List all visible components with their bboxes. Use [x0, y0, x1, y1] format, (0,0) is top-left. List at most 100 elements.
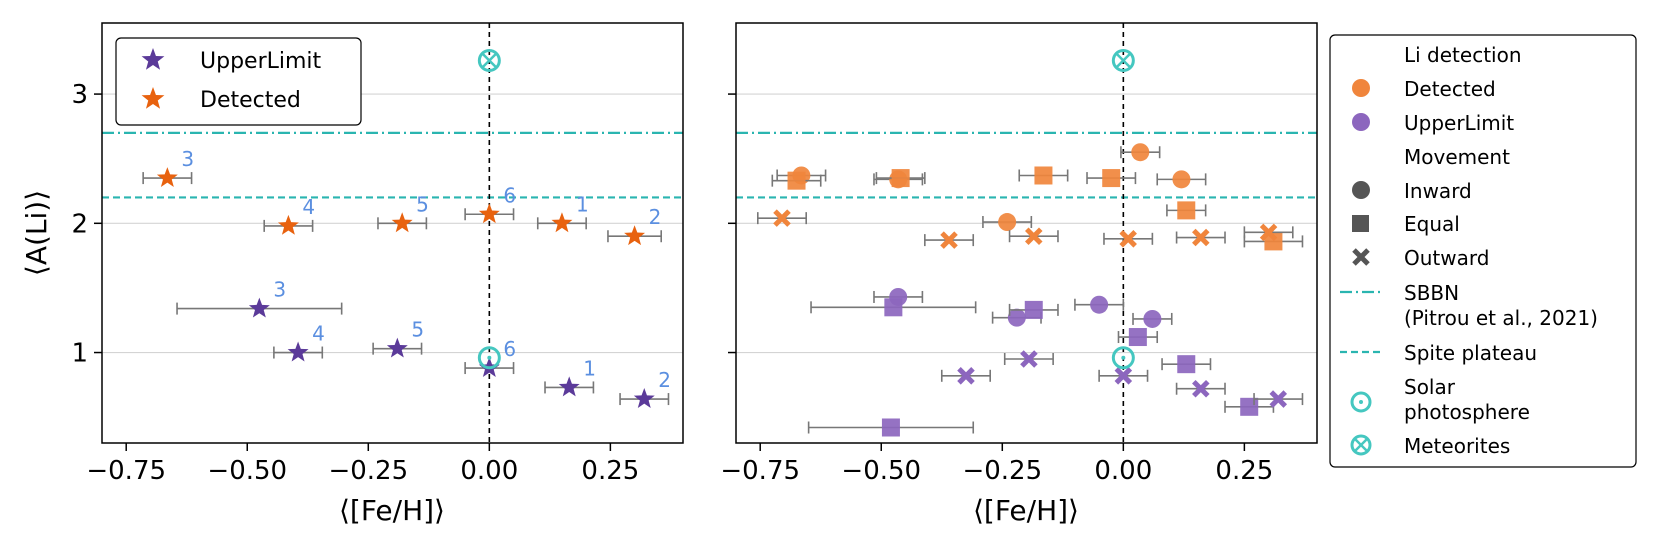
legend-detected-text: Detected: [1404, 77, 1496, 101]
detected-outward-point: [1192, 228, 1210, 247]
upperlimit-outward-point: [957, 367, 975, 385]
detected-inward-point: [1131, 143, 1150, 162]
upperlimit-point: [386, 337, 408, 358]
legend-detected-label: Detected: [200, 88, 301, 113]
x-tick-label: −0.75: [86, 456, 166, 486]
detected-point: [478, 203, 500, 224]
legend-upperlimit-text: UpperLimit: [1404, 111, 1514, 135]
meteorites-marker: [1111, 48, 1135, 72]
upperlimit-point: [633, 388, 655, 408]
point-index-label: 6: [503, 337, 516, 361]
x-tick-label: −0.25: [328, 456, 408, 486]
left-legend: UpperLimit Detected: [115, 37, 362, 126]
point-index-label: 2: [658, 368, 671, 392]
upperlimit-outward-point: [1114, 367, 1133, 385]
legend-outward-text: Outward: [1404, 246, 1489, 270]
legend-spite-text: Spite plateau: [1404, 341, 1537, 365]
right-reference-lines: [736, 23, 1317, 443]
upperlimit-equal-point: [881, 418, 900, 437]
y-tick-label: 2: [71, 209, 88, 239]
legend-outward-x-icon: [1352, 248, 1370, 266]
upperlimit-outward-point: [1192, 379, 1210, 398]
upperlimit-inward-point: [1090, 295, 1109, 314]
legend-upperlimit-circle-icon: [1352, 113, 1370, 131]
point-index-label: 1: [583, 356, 596, 380]
upperlimit-outward-point: [1269, 390, 1288, 408]
detected-point: [551, 212, 573, 233]
right-axes-frame: [735, 22, 1318, 444]
legend-meteorites-icon: [1350, 434, 1372, 456]
right-legend: Li detection Detected UpperLimit Movemen…: [1329, 34, 1637, 468]
detected-inward-point: [998, 213, 1017, 232]
legend-sbbn-text-2: (Pitrou et al., 2021): [1404, 306, 1598, 330]
legend-inward-text: Inward: [1404, 179, 1472, 203]
x-tick-label: −0.50: [841, 456, 921, 486]
x-tick-label: 0.25: [1215, 456, 1273, 486]
x-tick-label: −0.50: [207, 456, 287, 486]
detected-equal-point: [1034, 166, 1053, 185]
detected-equal-point: [1264, 232, 1283, 251]
solar-photosphere-marker: [477, 346, 501, 370]
legend-equal-text: Equal: [1404, 212, 1460, 236]
left-x-axis-title: ⟨[Fe/H]⟩: [339, 494, 445, 527]
legend-sbbn-text-1: SBBN: [1404, 281, 1459, 305]
x-tick-label: −0.25: [962, 456, 1042, 486]
detected-point: [391, 212, 413, 233]
right-gridlines: [736, 93, 1317, 354]
legend-detected-star-icon: [141, 87, 165, 109]
point-index-label: 5: [411, 318, 424, 342]
y-tick-label: 3: [71, 80, 88, 110]
point-index-label: 4: [302, 195, 315, 219]
upperlimit-equal-point: [1177, 355, 1196, 374]
detected-point: [277, 214, 299, 235]
legend-movement-title: Movement: [1404, 145, 1510, 169]
right-panel: −0.75 −0.50 −0.25 0.00 0.25 ⟨[Fe/H]⟩: [720, 22, 1318, 527]
point-index-label: 3: [181, 147, 194, 171]
point-index-label: 6: [503, 183, 516, 207]
x-tick-label: 0.25: [581, 456, 639, 486]
detected-outward-point: [1259, 223, 1278, 242]
legend-meteorites-text: Meteorites: [1404, 434, 1510, 458]
detected-equal-point: [1177, 201, 1196, 220]
meteorites-marker: [477, 48, 501, 72]
right-x-axis-title: ⟨[Fe/H]⟩: [973, 494, 1079, 527]
upperlimit-equal-point: [1024, 300, 1043, 319]
upperlimit-point: [248, 297, 270, 318]
right-x-ticks: −0.75 −0.50 −0.25 0.00 0.25: [720, 443, 1273, 486]
legend-detected-circle-icon: [1352, 79, 1370, 97]
detected-outward-point: [940, 231, 958, 249]
detected-equal-point: [787, 171, 806, 190]
left-y-ticks: 1 2 3: [71, 80, 102, 369]
detected-point: [156, 167, 178, 187]
upperlimit-equal-point: [1240, 397, 1259, 416]
point-index-label: 4: [312, 322, 325, 346]
upperlimit-inward-point: [1143, 309, 1162, 328]
point-index-label: 1: [576, 192, 589, 216]
legend-inward-circle-icon: [1352, 181, 1370, 199]
x-tick-label: −0.75: [720, 456, 800, 486]
legend-equal-square-icon: [1352, 215, 1369, 232]
x-tick-label: 0.00: [460, 456, 518, 486]
detected-point: [624, 225, 646, 246]
left-y-axis-title: ⟨A(Li)⟩: [20, 190, 53, 276]
upperlimit-inward-point: [1007, 308, 1026, 327]
legend-li-detection-title: Li detection: [1404, 43, 1522, 67]
legend-solar-icon: [1350, 391, 1372, 413]
upperlimit-point: [558, 376, 580, 397]
x-tick-label: 0.00: [1094, 456, 1152, 486]
point-index-label: 3: [273, 278, 286, 302]
legend-solar-text-2: photosphere: [1404, 400, 1530, 424]
legend-solar-text-1: Solar: [1404, 375, 1456, 399]
left-data-marks: 3 4 5 6 1 2 3 4 5 6 1 2: [142, 48, 671, 408]
detected-equal-point: [891, 169, 910, 188]
detected-equal-point: [1102, 169, 1121, 188]
point-index-label: 2: [649, 205, 662, 229]
legend-upperlimit-star-icon: [141, 48, 165, 70]
right-y-ticks: [728, 93, 736, 354]
detected-outward-point: [1119, 230, 1137, 248]
right-data-marks: [756, 48, 1304, 437]
left-reference-lines: [102, 23, 683, 443]
detected-outward-point: [1024, 227, 1043, 245]
